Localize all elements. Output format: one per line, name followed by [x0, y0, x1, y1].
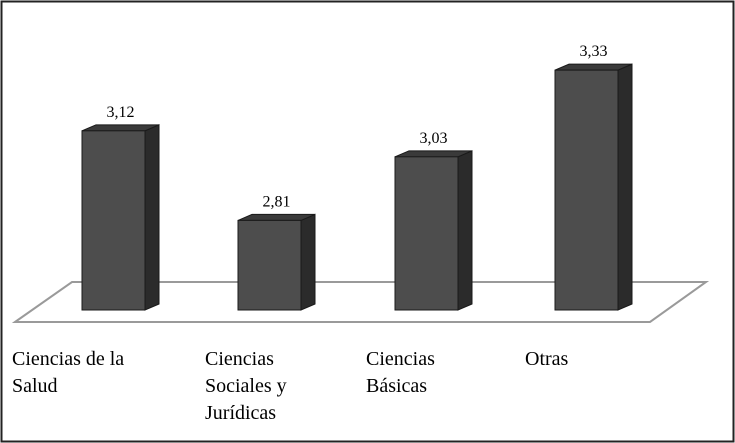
bar-side	[144, 124, 160, 311]
x-tick-label: Ciencias de la Salud	[12, 348, 125, 397]
value-label: 3,33	[580, 43, 608, 60]
bar-side	[300, 213, 316, 311]
value-label: 3,03	[420, 130, 448, 147]
bar-top	[394, 150, 473, 158]
bar-side	[457, 150, 473, 311]
value-label: 2,81	[263, 193, 291, 210]
bar-side	[617, 63, 633, 311]
floor	[11, 281, 710, 323]
bar-front	[394, 156, 459, 311]
bar-front	[81, 130, 146, 311]
bar	[237, 213, 316, 311]
bar-front	[237, 219, 302, 311]
x-tick-label: Ciencias Sociales y Jurídicas	[205, 348, 287, 424]
bar-front	[554, 69, 619, 311]
bar-top	[81, 124, 160, 132]
value-label: 3,12	[107, 104, 135, 121]
bar	[394, 150, 473, 311]
bar-top	[237, 213, 316, 221]
x-tick-label: Ciencias Básicas	[366, 348, 435, 397]
bar	[554, 63, 633, 311]
x-tick-label: Otras	[525, 348, 569, 370]
bar	[81, 124, 160, 311]
bar-top	[554, 63, 633, 71]
